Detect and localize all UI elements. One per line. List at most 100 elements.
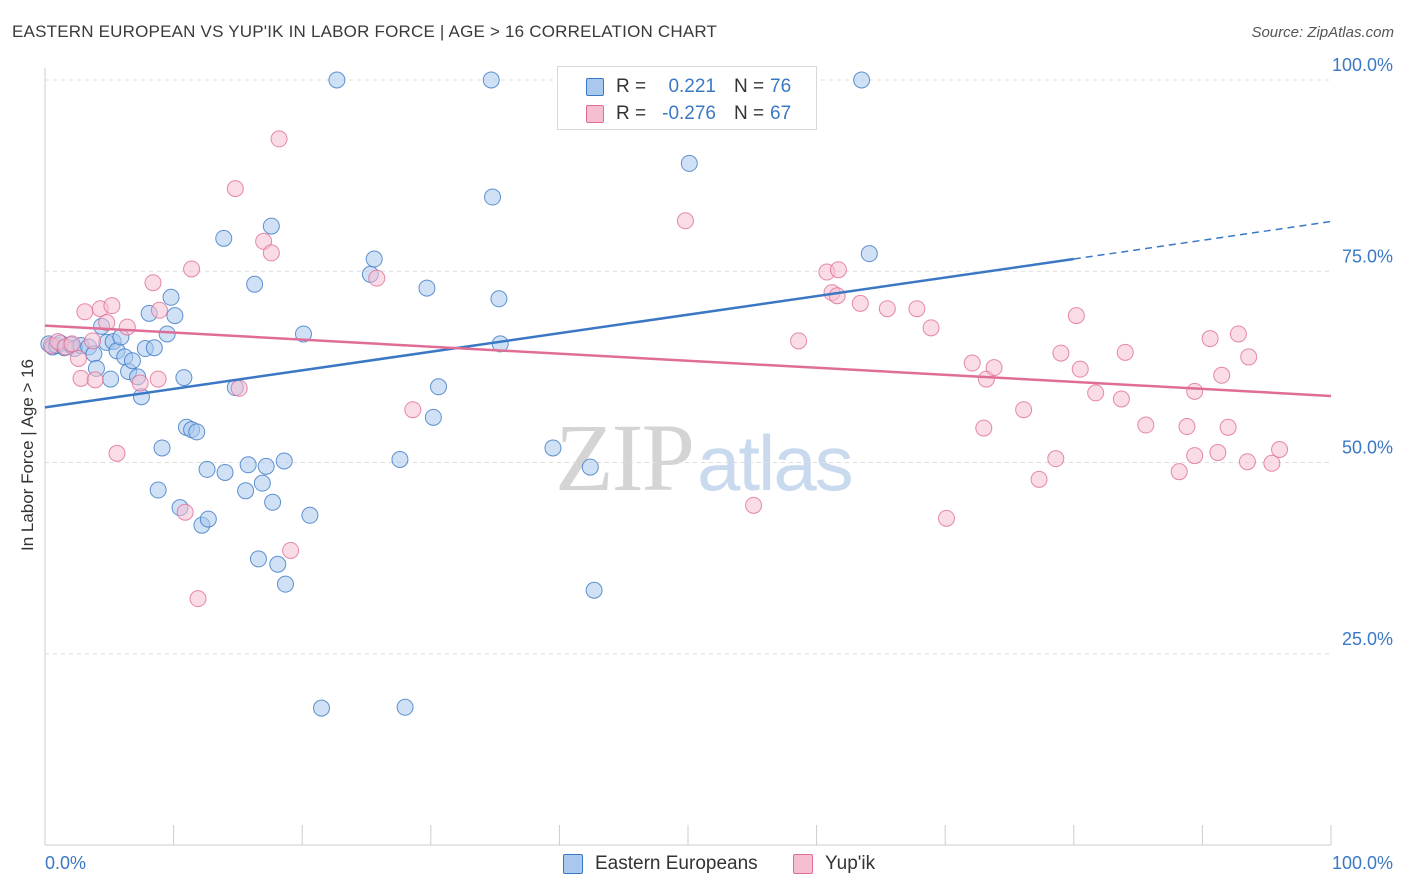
yupik-point xyxy=(937,509,955,527)
eastern-europeans-point xyxy=(149,481,167,499)
yupik-point xyxy=(790,332,808,350)
eastern-europeans-point xyxy=(585,581,603,599)
eastern-europeans-point xyxy=(430,378,448,396)
yupik-point xyxy=(176,503,194,521)
eastern-europeans-point xyxy=(853,71,871,89)
yupik-point xyxy=(183,260,201,278)
eastern-europeans-point xyxy=(482,71,500,89)
yupik-point xyxy=(922,319,940,337)
legend-r-label: R = xyxy=(616,103,647,124)
eastern-europeans-point xyxy=(391,450,409,468)
eastern-europeans-point xyxy=(166,307,184,325)
eastern-europeans-point xyxy=(312,699,330,717)
yupik-point xyxy=(76,303,94,321)
yupik-point xyxy=(118,318,136,336)
eastern-europeans-point xyxy=(301,506,319,524)
eastern-europeans-point xyxy=(365,250,383,268)
eastern-europeans-point xyxy=(860,245,878,263)
eastern-europeans-point xyxy=(102,370,120,388)
yupik-point xyxy=(1116,343,1134,361)
bottom-legend-label: Yup'ik xyxy=(825,853,876,874)
eastern-europeans-point xyxy=(328,71,346,89)
yupik-point xyxy=(69,349,87,367)
eastern-europeans-point xyxy=(484,188,502,206)
yupik-point xyxy=(1030,470,1048,488)
yupik-point xyxy=(1015,401,1033,419)
yupik-point xyxy=(1052,344,1070,362)
yupik-point xyxy=(1087,384,1105,402)
yupik-point xyxy=(985,359,1003,377)
eastern-europeans-point xyxy=(418,279,436,297)
legend-r-value: 0.221 xyxy=(668,76,716,97)
eastern-europeans-point xyxy=(215,229,233,247)
eastern-europeans-point xyxy=(264,493,282,511)
yupik-point xyxy=(150,301,168,319)
eastern-europeans-point xyxy=(269,555,287,573)
yupik-point xyxy=(149,370,167,388)
eastern-europeans-point xyxy=(249,550,267,568)
yupik-point xyxy=(262,244,280,262)
x-tick-label: 100.0% xyxy=(1332,853,1393,873)
yupik-point xyxy=(828,287,846,305)
yupik-point xyxy=(1213,366,1231,384)
yupik-point xyxy=(1229,325,1247,343)
legend-swatch-eastern-europeans xyxy=(586,78,604,96)
eastern-europeans-point xyxy=(246,275,264,293)
chart-title: EASTERN EUROPEAN VS YUP'IK IN LABOR FORC… xyxy=(12,22,718,41)
eastern-europeans-point xyxy=(253,474,271,492)
watermark: ZIPatlas xyxy=(555,402,854,513)
yupik-point xyxy=(1067,307,1085,325)
yupik-point xyxy=(72,369,90,387)
correlation-legend: R = 0.221 N = 76 R = -0.276 N = 67 xyxy=(557,66,817,130)
eastern-europeans-point xyxy=(257,457,275,475)
eastern-europeans-point xyxy=(198,460,216,478)
yupik-point xyxy=(230,379,248,397)
source-label: Source: ZipAtlas.com xyxy=(1251,24,1394,41)
yupik-trendline xyxy=(44,324,1332,398)
yupik-point xyxy=(98,314,116,332)
eastern-europeans-point xyxy=(581,458,599,476)
eastern-europeans-point xyxy=(158,325,176,343)
yupik-point xyxy=(851,294,869,312)
watermark-zip: ZIP xyxy=(555,404,695,511)
x-tick-label: 0.0% xyxy=(45,853,86,873)
yupik-point xyxy=(1238,453,1256,471)
y-tick-label: 50.0% xyxy=(1342,438,1393,458)
legend-swatch-yupik xyxy=(586,105,604,123)
legend-row-yupik: R = -0.276 N = 67 xyxy=(558,99,816,129)
yupik-point xyxy=(1178,418,1196,436)
yupik-point xyxy=(131,374,149,392)
yupik-point xyxy=(226,180,244,198)
yupik-point xyxy=(1170,463,1188,481)
yupik-point xyxy=(108,444,126,462)
yupik-point xyxy=(1071,360,1089,378)
eastern-europeans-point xyxy=(396,698,414,716)
eastern-europeans-point xyxy=(162,288,180,306)
eastern-europeans-point xyxy=(175,369,193,387)
yupik-point xyxy=(1209,444,1227,462)
eastern-europeans-point xyxy=(188,423,206,441)
eastern-europeans-point xyxy=(123,352,141,370)
legend-n-value: 76 xyxy=(770,76,792,97)
eastern-europeans-point xyxy=(262,217,280,235)
yupik-point xyxy=(1137,416,1155,434)
yupik-point xyxy=(1201,330,1219,348)
legend-n-value: 67 xyxy=(770,103,792,124)
eastern-europeans-point xyxy=(237,482,255,500)
bottom-legend-swatch-yupik xyxy=(793,854,813,874)
eastern-europeans-point xyxy=(153,439,171,457)
yupik-point xyxy=(1219,418,1237,436)
bottom-legend-swatch-eastern-europeans xyxy=(563,854,583,874)
yupik-point xyxy=(1186,447,1204,465)
eastern-europeans-point xyxy=(275,452,293,470)
eastern-europeans-point xyxy=(239,456,257,474)
bottom-legend-label: Eastern Europeans xyxy=(595,853,758,874)
yupik-point xyxy=(908,300,926,318)
yupik-point xyxy=(829,261,847,279)
eastern-europeans-trendline-extension xyxy=(1073,220,1332,260)
eastern-europeans-point xyxy=(490,290,508,308)
eastern-europeans-point xyxy=(276,575,294,593)
yupik-point xyxy=(1240,348,1258,366)
yupik-point xyxy=(144,274,162,292)
